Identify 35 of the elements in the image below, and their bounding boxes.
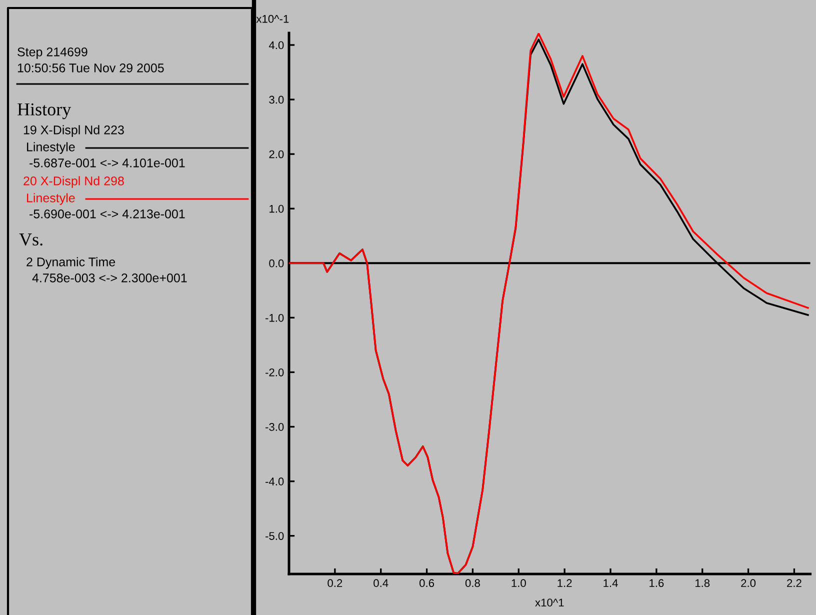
y-axis-title: x10^-1: [256, 14, 289, 23]
x-tick-label: 2.2: [787, 579, 802, 587]
y-tick-label: 0.0: [269, 259, 284, 268]
y-tick-label: 2.0: [269, 150, 284, 158]
y-tick-label: 3.0: [269, 96, 284, 104]
y-tick-label: -1.0: [265, 314, 284, 322]
x-tick-label: 0.6: [419, 579, 434, 588]
x-tick-label: 1.6: [650, 579, 664, 588]
y-tick-label: -4.0: [265, 478, 284, 486]
x-axis-title: x10^1: [535, 598, 564, 607]
x-tick-label: 1.0: [512, 579, 526, 588]
y-tick-label: -3.0: [265, 423, 284, 431]
x-tick-label: 1.4: [604, 579, 618, 587]
text: 20 X-Displ Nd 298: [24, 176, 124, 188]
text: History: [18, 103, 72, 120]
x-tick-label: 1.8: [695, 579, 710, 588]
y-tick-label: -2.0: [265, 368, 284, 376]
text: -5.690e-001 <-> 4.213e-001: [30, 210, 185, 218]
y-tick-label: -5.0: [265, 532, 284, 540]
text: 4.758e-003 <-> 2.300e+001: [32, 274, 187, 282]
x-tick-label: 0.4: [374, 579, 388, 588]
x-tick-label: 0.8: [465, 579, 480, 588]
text: 2 Dynamic Time: [26, 257, 116, 269]
x-tick-label: 1.2: [558, 579, 572, 587]
text: -5.687e-001 <-> 4.101e-001: [30, 158, 185, 168]
y-tick-label: 4.0: [268, 41, 284, 50]
text: Vs.: [19, 234, 42, 246]
text: 10:50:56 Tue Nov 29 2005: [18, 64, 164, 72]
y-tick-label: 1.0: [270, 204, 284, 213]
text: 19 X-Displ Nd 223: [24, 125, 124, 137]
x-tick-label: 2.0: [741, 579, 756, 588]
text: Linestyle: [27, 142, 75, 154]
x-tick-label: 0.2: [328, 579, 342, 588]
text: Linestyle: [27, 193, 75, 205]
text: Step 214699: [18, 48, 88, 59]
